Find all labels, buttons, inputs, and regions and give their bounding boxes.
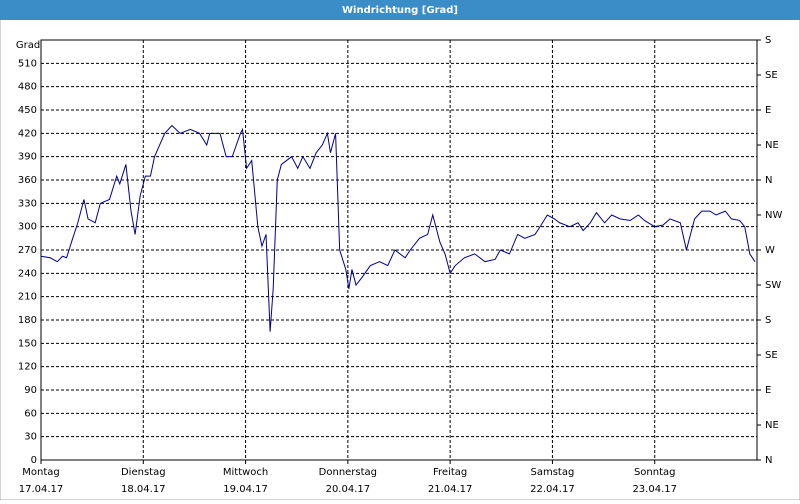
y2-tick-label: NE [765, 420, 779, 431]
x-tick-label: Sonntag [634, 467, 676, 478]
x-tick-date: 19.04.17 [223, 484, 268, 495]
x-tick-label: Samstag [531, 467, 575, 478]
y2-tick-label: N [765, 455, 772, 466]
y-tick-label: 30 [24, 432, 37, 443]
x-tick-date: 23.04.17 [632, 484, 677, 495]
x-tick-date: 20.04.17 [326, 484, 371, 495]
y2-tick-label: W [765, 245, 775, 256]
y-axis-label: Grad [16, 40, 40, 51]
y-tick-label: 0 [31, 455, 37, 466]
y2-tick-label: NW [765, 210, 782, 221]
y2-tick-label: SW [765, 280, 781, 291]
y-tick-label: 450 [18, 105, 37, 116]
x-tick-label: Montag [22, 467, 59, 478]
y-tick-label: 510 [18, 58, 37, 69]
chart-title: Windrichtung [Grad] [342, 5, 458, 16]
x-tick-label: Dienstag [121, 467, 166, 478]
y-tick-label: 360 [18, 175, 37, 186]
y2-tick-label: SE [765, 70, 778, 81]
y-tick-label: 300 [18, 222, 37, 233]
x-tick-date: 22.04.17 [530, 484, 575, 495]
title-bar [0, 0, 800, 20]
y2-tick-label: E [765, 385, 771, 396]
x-tick-date: 18.04.17 [121, 484, 166, 495]
y-tick-label: 180 [18, 315, 37, 326]
x-tick-label: Donnerstag [319, 467, 377, 478]
y-tick-label: 420 [18, 128, 37, 139]
y-tick-label: 120 [18, 362, 37, 373]
y2-tick-label: S [765, 35, 771, 46]
x-tick-date: 17.04.17 [19, 484, 64, 495]
y-tick-label: 210 [18, 292, 37, 303]
y-tick-label: 390 [18, 152, 37, 163]
y2-tick-label: NE [765, 140, 779, 151]
y-tick-label: 60 [24, 408, 37, 419]
data-line [40, 124, 756, 332]
x-tick-date: 21.04.17 [428, 484, 473, 495]
y-tick-label: 330 [18, 198, 37, 209]
y-tick-label: 270 [18, 245, 37, 256]
y2-tick-label: SE [765, 350, 778, 361]
y-tick-label: 480 [18, 82, 37, 93]
y2-tick-label: N [765, 175, 772, 186]
y-tick-label: 240 [18, 268, 37, 279]
y-tick-label: 150 [18, 338, 37, 349]
y-tick-label: 90 [24, 385, 37, 396]
y2-tick-label: E [765, 105, 771, 116]
y2-tick-label: S [765, 315, 771, 326]
x-tick-label: Freitag [433, 467, 467, 478]
x-tick-label: Mittwoch [223, 467, 268, 478]
